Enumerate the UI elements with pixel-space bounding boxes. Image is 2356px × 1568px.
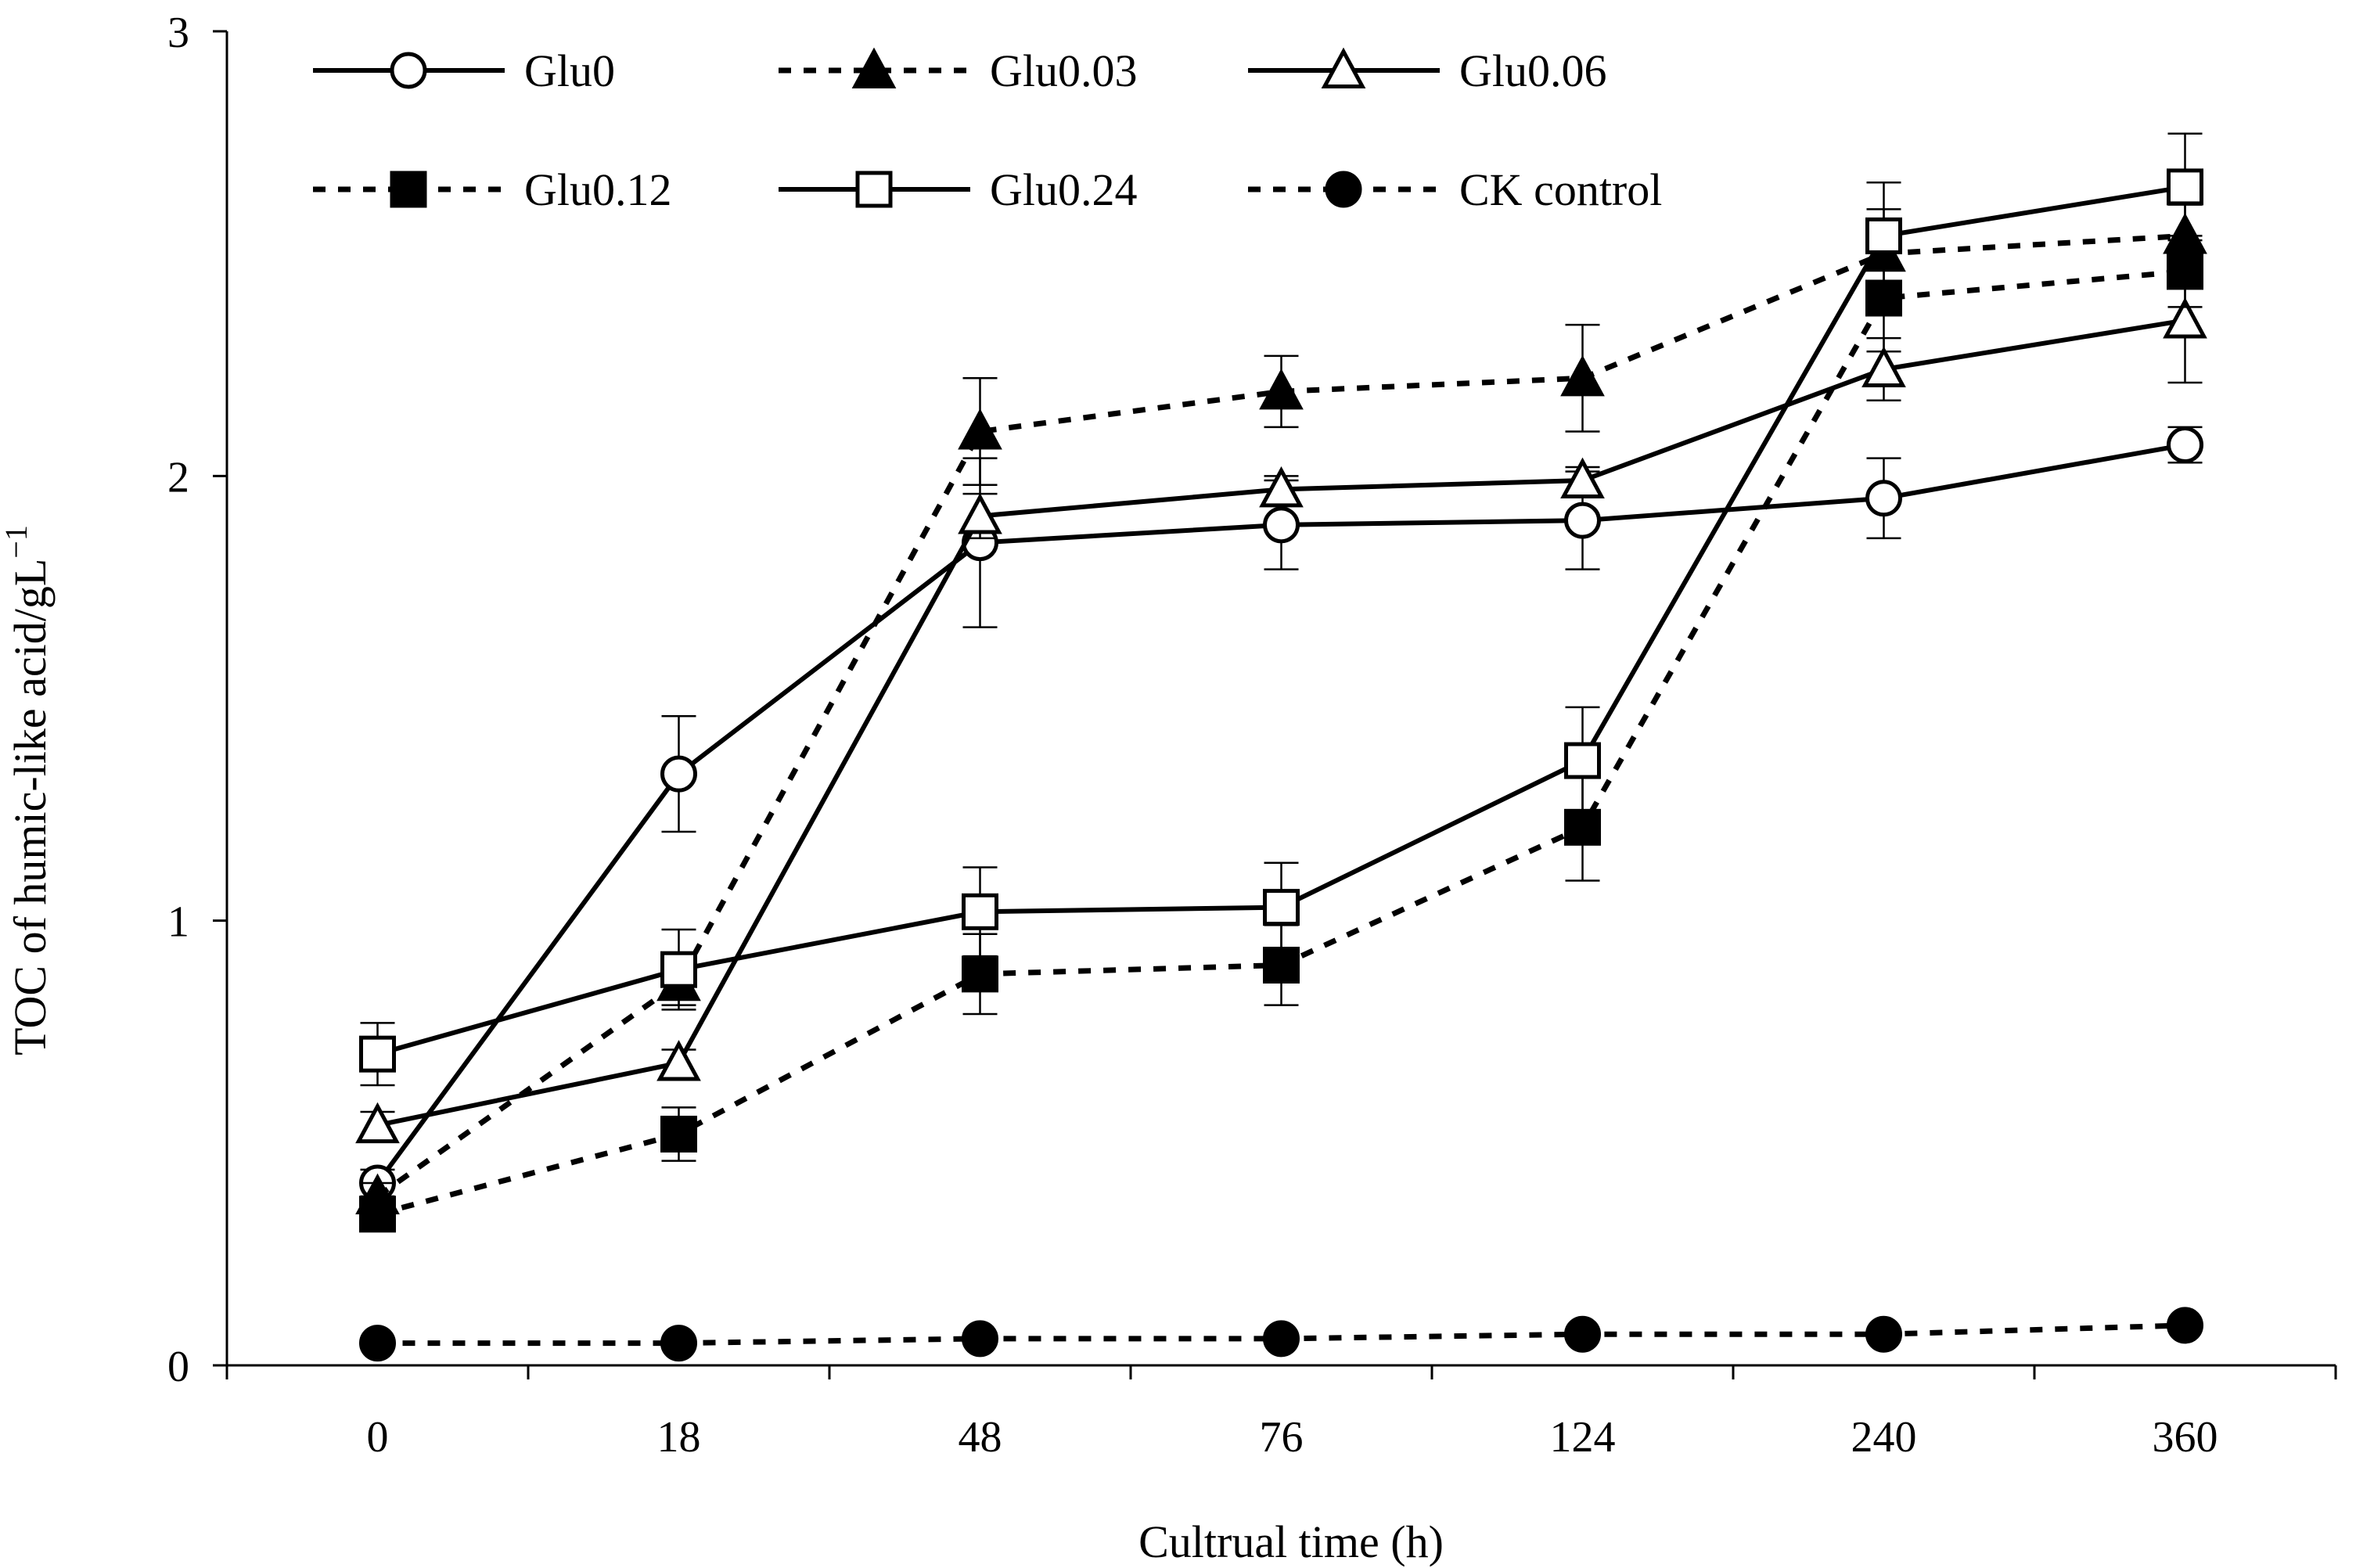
legend-item-glu0-24: Glu0.24 [779, 164, 1138, 215]
data-point-glu0-06 [656, 1040, 701, 1081]
x-tick-label: 240 [1851, 1413, 1917, 1462]
data-point-glu0-06 [355, 1102, 400, 1144]
data-point-glu0-03 [1259, 368, 1304, 410]
data-point-glu0 [1865, 480, 1902, 517]
data-point-glu0 [2167, 426, 2203, 464]
legend: Glu0 Glu0.03 Glu0.06 Glu0.12 Glu0.24 CK contr… [313, 45, 1662, 215]
data-point-ck-control [1263, 1320, 1300, 1358]
legend-item-glu0: Glu0 [313, 45, 615, 96]
data-point-glu0-24 [359, 1035, 396, 1073]
legend-label: Glu0.24 [990, 164, 1138, 215]
x-tick-label: 18 [657, 1413, 701, 1462]
data-point-glu0-03 [958, 408, 1002, 450]
data-point-glu0-24 [1564, 742, 1601, 779]
data-point-glu0-24 [2167, 168, 2203, 206]
x-axis-title: Cultrual time (h) [1138, 1516, 1444, 1567]
series-glu0 [359, 426, 2203, 1202]
data-point-glu0-12 [1263, 947, 1300, 984]
legend-item-ck-control: CK control [1248, 164, 1662, 215]
data-point-glu0-12 [660, 1115, 697, 1153]
data-point-glu0-12 [1564, 808, 1601, 846]
data-point-glu0-24 [660, 951, 697, 988]
data-point-glu0-03 [1560, 354, 1605, 397]
data-point-glu0 [1564, 502, 1601, 539]
x-tick-label: 76 [1260, 1413, 1304, 1462]
y-tick-label: 3 [167, 9, 189, 57]
legend-marker [390, 171, 427, 208]
data-point-glu0-12 [359, 1196, 396, 1233]
data-point-ck-control [2167, 1307, 2203, 1344]
series-layer [355, 132, 2207, 1362]
data-point-glu0-06 [1861, 346, 1906, 387]
x-tick-label: 360 [2153, 1413, 2218, 1462]
legend-marker [1321, 47, 1366, 89]
y-axis-title-main: TOC of humic-like acid/gL [5, 559, 56, 1056]
data-point-glu0-06 [1259, 466, 1304, 508]
legend-label: Glu0 [524, 45, 615, 96]
data-point-ck-control [359, 1325, 396, 1362]
data-point-glu0-24 [1865, 217, 1902, 254]
data-point-glu0 [660, 755, 697, 793]
series-glu0-24 [359, 132, 2203, 1087]
y-tick-label: 0 [167, 1343, 189, 1391]
data-point-ck-control [660, 1325, 697, 1362]
data-point-glu0-24 [1263, 889, 1300, 926]
legend-label: Glu0.03 [990, 45, 1138, 96]
data-point-glu0-12 [2167, 253, 2203, 290]
legend-marker [1325, 171, 1362, 208]
data-point-ck-control [962, 1320, 998, 1358]
series-glu0-12 [359, 235, 2203, 1233]
y-tick-label: 1 [167, 898, 189, 947]
data-point-ck-control [1564, 1315, 1601, 1353]
data-point-glu0-06 [958, 493, 1002, 534]
svg-text:TOC of humic-like acid/gL−1: TOC of humic-like acid/gL−1 [0, 525, 56, 1056]
data-point-ck-control [1865, 1315, 1902, 1353]
legend-marker [855, 171, 893, 208]
data-point-glu0-12 [962, 955, 998, 993]
legend-marker [851, 47, 897, 89]
legend-label: Glu0.12 [524, 164, 672, 215]
axes: 0 1 2 3 0 18 48 76 124 240 360 [167, 9, 2337, 1462]
y-axis-title-superscript: −1 [0, 525, 34, 559]
x-tick-label: 0 [367, 1413, 389, 1462]
legend-item-glu0-06: Glu0.06 [1248, 45, 1607, 96]
data-point-glu0 [1263, 506, 1300, 544]
legend-label: Glu0.06 [1459, 45, 1607, 96]
series-glu0-03 [355, 203, 2207, 1215]
data-point-glu0-06 [2163, 297, 2207, 339]
series-ck-control [359, 1307, 2203, 1362]
data-point-glu0-06 [1560, 457, 1605, 499]
x-tick-label: 124 [1550, 1413, 1616, 1462]
data-point-glu0-24 [962, 893, 998, 930]
series-glu0-06 [355, 257, 2207, 1144]
x-tick-label: 48 [959, 1413, 1002, 1462]
legend-item-glu0-12: Glu0.12 [313, 164, 672, 215]
y-axis-title: TOC of humic-like acid/gL−1 [0, 525, 56, 1056]
y-tick-label: 2 [167, 453, 189, 502]
legend-item-glu0-03: Glu0.03 [779, 45, 1138, 96]
legend-label: CK control [1459, 164, 1662, 215]
legend-marker [390, 52, 427, 89]
